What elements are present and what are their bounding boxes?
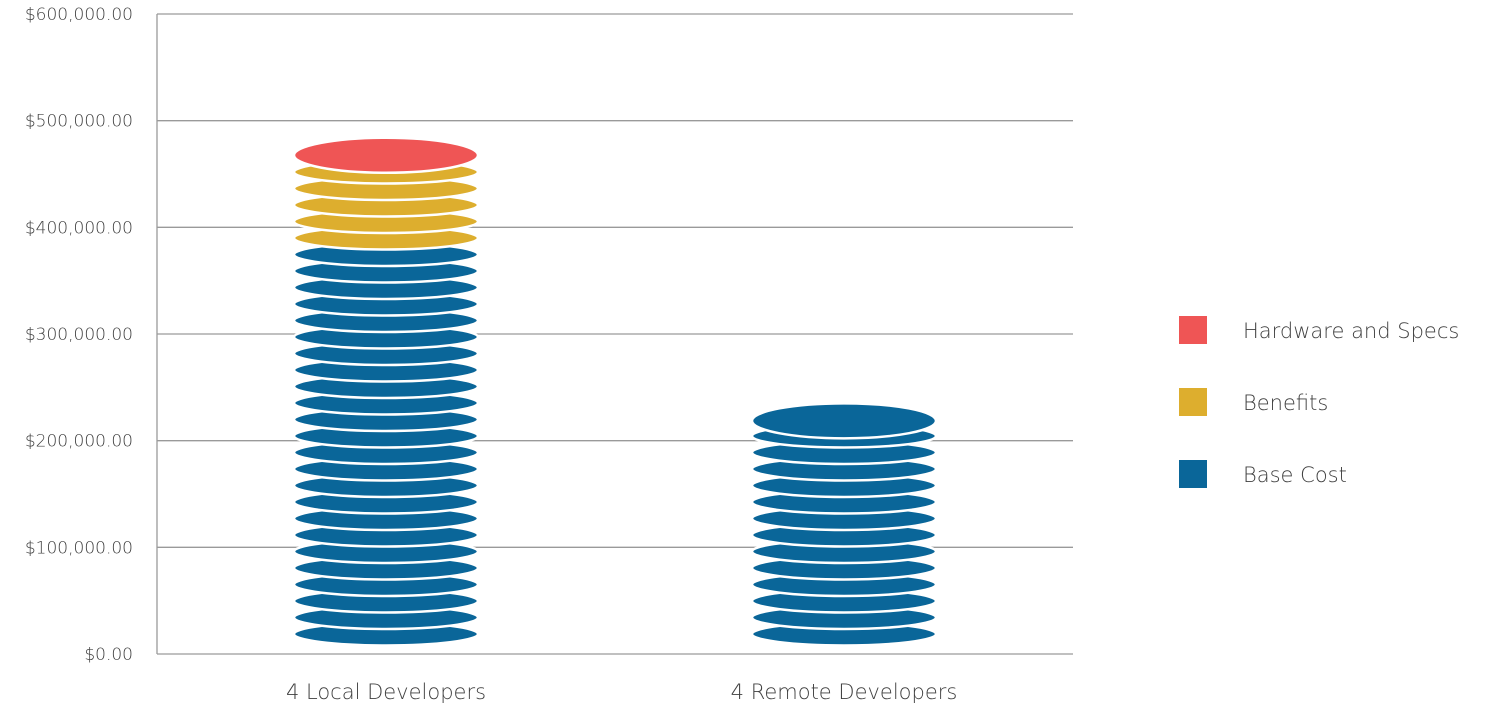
legend-item: Base Cost (1179, 460, 1347, 488)
y-tick-label: $0.00 (84, 645, 133, 665)
y-tick-label: $200,000.00 (25, 432, 133, 452)
y-tick-label: $100,000.00 (25, 538, 133, 558)
coin-top (750, 402, 938, 440)
x-tick-label: 4 Remote Developers (731, 680, 958, 704)
legend-item: Benefits (1179, 388, 1328, 416)
legend-label: Benefits (1243, 391, 1328, 415)
legend-swatch (1179, 388, 1207, 416)
coin-top (292, 136, 480, 174)
x-axis: 4 Local Developers 4 Remote Developers (286, 680, 957, 704)
legend-label: Base Cost (1243, 463, 1347, 487)
bar-segment (750, 423, 938, 647)
bar-stack (750, 402, 938, 647)
legend-item: Hardware and Specs (1179, 316, 1459, 344)
x-tick-label: 4 Local Developers (286, 680, 486, 704)
legend-label: Hardware and Specs (1243, 319, 1459, 343)
y-axis: $0.00 $100,000.00 $200,000.00 $300,000.00 $4… (25, 5, 133, 665)
y-tick-label: $600,000.00 (25, 5, 133, 25)
y-tick-label: $300,000.00 (25, 325, 133, 345)
bar-segment (292, 241, 480, 647)
y-tick-label: $400,000.00 (25, 218, 133, 238)
legend: Hardware and Specs Benefits Base Cost (1179, 316, 1459, 488)
y-tick-label: $500,000.00 (25, 112, 133, 132)
gridlines (156, 13, 1073, 655)
legend-swatch (1179, 316, 1207, 344)
bar-stack (292, 136, 480, 647)
legend-swatch (1179, 460, 1207, 488)
bars (292, 136, 938, 647)
